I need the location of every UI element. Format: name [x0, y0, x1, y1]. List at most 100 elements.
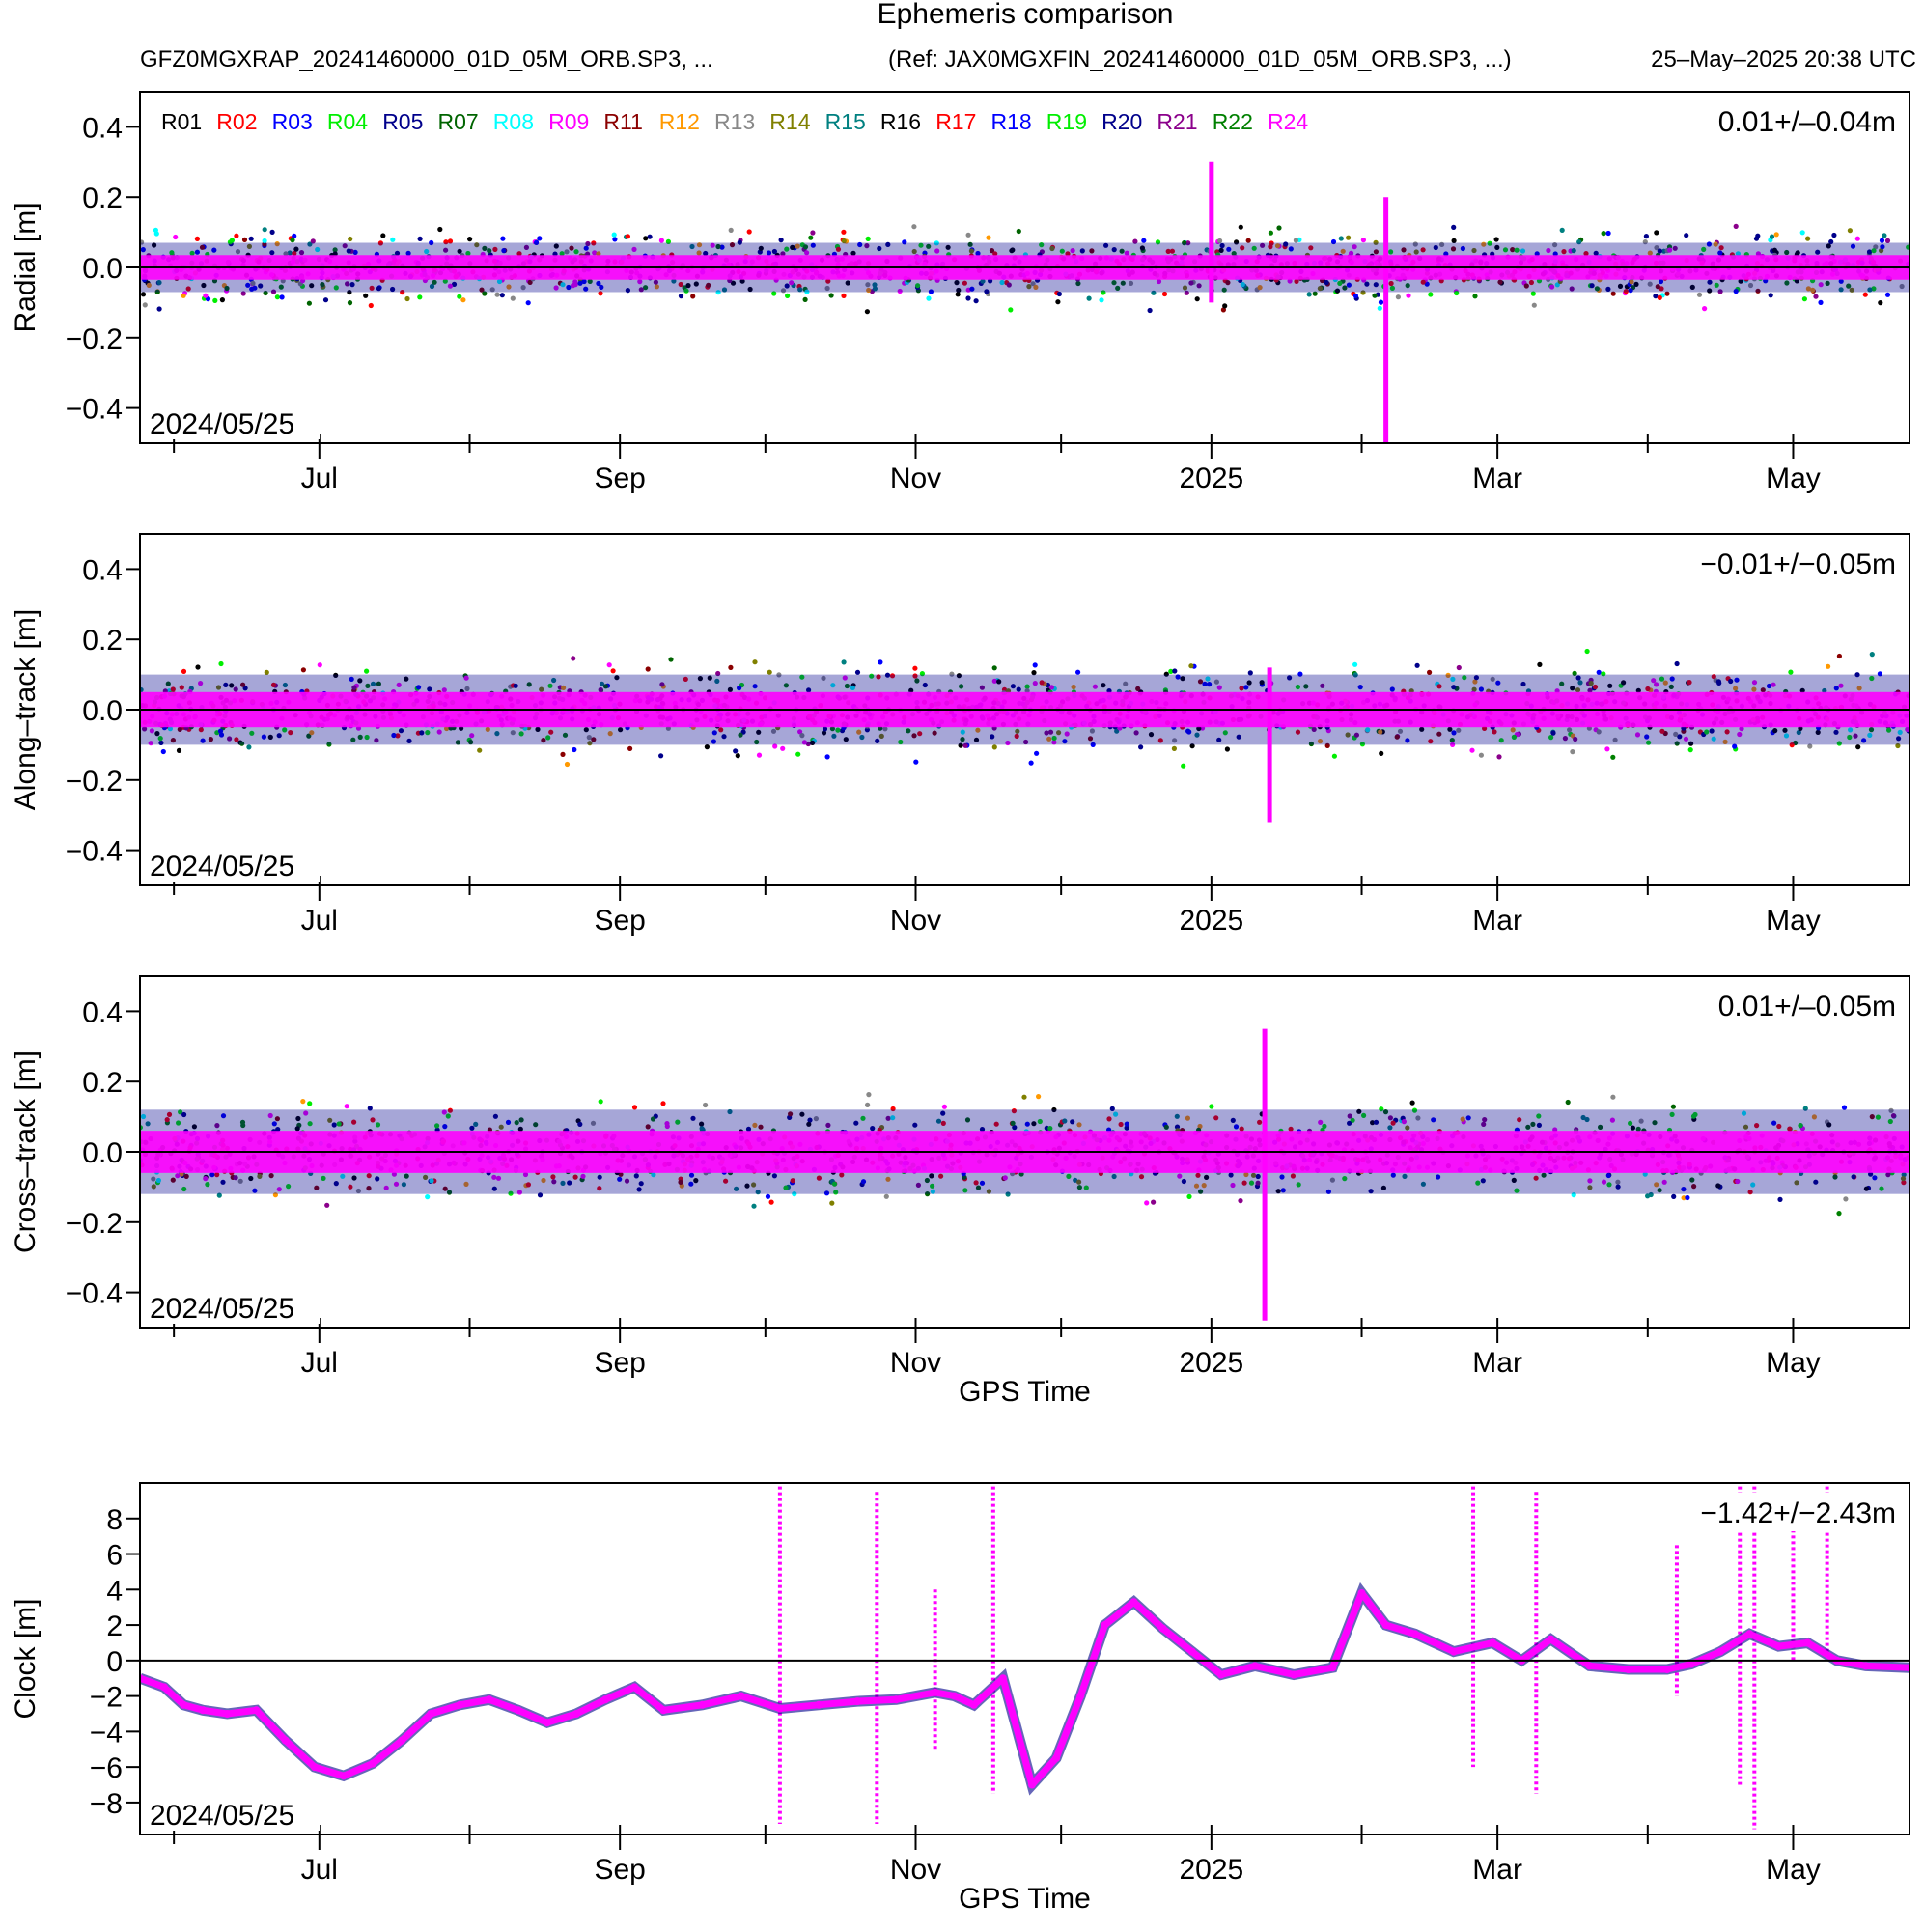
scatter-point: [654, 284, 660, 290]
scatter-point: [746, 229, 752, 235]
scatter-point: [1869, 675, 1875, 682]
scatter-point: [1189, 743, 1195, 749]
scatter-point: [1751, 680, 1758, 686]
scatter-point: [587, 278, 593, 284]
scatter-point: [734, 1186, 739, 1191]
scatter-point: [1768, 293, 1773, 298]
scatter-point: [1379, 750, 1384, 757]
scatter-point: [1144, 1200, 1150, 1206]
start-date-background: [144, 405, 320, 439]
scatter-point: [573, 249, 579, 255]
scatter-point: [1787, 1126, 1793, 1132]
scatter-point: [1610, 754, 1616, 760]
clock-point: [543, 1719, 551, 1727]
scatter-point: [195, 664, 201, 670]
y-tick-label: −0.2: [66, 323, 123, 355]
scatter-point: [1388, 249, 1394, 255]
scatter-point: [333, 672, 339, 679]
scatter-point: [1373, 249, 1379, 255]
scatter-point: [208, 737, 213, 742]
scatter-point: [771, 248, 778, 255]
scatter-point: [1628, 1120, 1633, 1126]
scatter-point: [1103, 242, 1109, 248]
scatter-point: [735, 753, 740, 759]
scatter-point: [1241, 1180, 1247, 1186]
scatter-point: [776, 672, 782, 678]
scatter-point: [1221, 287, 1227, 293]
scatter-point: [510, 295, 516, 301]
scatter-point: [234, 233, 239, 238]
scatter-point: [1587, 1178, 1593, 1184]
scatter-point: [1246, 680, 1252, 686]
scatter-point: [1884, 238, 1891, 243]
scatter-point: [1308, 741, 1314, 747]
scatter-point: [1510, 247, 1516, 253]
scatter-point: [474, 242, 480, 248]
y-tick-label: 0.2: [82, 1067, 123, 1099]
scatter-point: [973, 1180, 979, 1186]
scatter-point: [535, 726, 541, 733]
scatter-point: [807, 1117, 813, 1123]
scatter-point: [882, 726, 888, 732]
scatter-point: [830, 683, 836, 688]
plot-area: [140, 1486, 1910, 1830]
scatter-point: [203, 1176, 209, 1182]
scatter-point: [643, 236, 649, 241]
scatter-point: [1684, 233, 1689, 238]
scatter-point: [821, 675, 826, 682]
y-tick-label: −0.4: [66, 1278, 123, 1310]
scatter-point: [1342, 1176, 1348, 1182]
scatter-point: [1570, 749, 1575, 755]
scatter-point: [1197, 679, 1204, 685]
plot-area: [140, 1028, 1910, 1321]
scatter-point: [930, 1183, 935, 1189]
scatter-point: [631, 1105, 638, 1110]
scatter-point: [1414, 662, 1420, 668]
y-tick-label: −6: [90, 1752, 123, 1784]
scatter-point: [1548, 735, 1554, 741]
scatter-point: [499, 293, 505, 298]
scatter-point: [599, 681, 605, 686]
scatter-point: [170, 686, 176, 692]
scatter-point: [1617, 283, 1624, 289]
panel-1: 0.4 0.2 0.0 −0.2 −0.4 Jul Sep Nov 2025 Mar May Radi…: [10, 91, 1910, 494]
scatter-point: [199, 244, 206, 250]
scatter-point: [824, 754, 830, 760]
scatter-point: [1798, 1123, 1803, 1129]
x-tick-label: Jul: [301, 1347, 338, 1379]
scatter-point: [659, 682, 665, 687]
scatter-point: [1139, 245, 1145, 251]
scatter-point: [1654, 245, 1659, 251]
scatter-point: [890, 1106, 896, 1112]
scatter-point: [1667, 247, 1673, 253]
scatter-point: [1696, 292, 1703, 297]
scatter-point: [1868, 727, 1875, 733]
scatter-point: [1390, 1172, 1396, 1178]
scatter-point: [495, 1175, 502, 1181]
scatter-point: [442, 1124, 448, 1130]
scatter-point: [513, 683, 518, 688]
scatter-point: [1373, 282, 1379, 288]
scatter-point: [1454, 290, 1460, 296]
scatter-point: [496, 278, 503, 285]
scatter-point: [142, 726, 148, 732]
scatter-point: [658, 238, 665, 243]
scatter-point: [945, 244, 951, 250]
scatter-point: [366, 1186, 372, 1191]
clock-point: [456, 1700, 464, 1709]
scatter-point: [1718, 245, 1724, 251]
scatter-point: [1023, 739, 1029, 745]
scatter-point: [351, 1119, 357, 1125]
clock-point: [1410, 1630, 1419, 1638]
scatter-point: [1872, 1175, 1878, 1181]
scatter-point: [979, 1127, 986, 1133]
scatter-point: [754, 739, 760, 745]
scatter-point: [344, 1104, 349, 1109]
scatter-point: [1885, 1172, 1891, 1178]
scatter-point: [1796, 729, 1801, 736]
scatter-point: [429, 283, 435, 290]
scatter-point: [270, 682, 277, 688]
scatter-point: [1337, 280, 1343, 286]
scatter-point: [1024, 1121, 1030, 1127]
scatter-point: [494, 292, 500, 297]
